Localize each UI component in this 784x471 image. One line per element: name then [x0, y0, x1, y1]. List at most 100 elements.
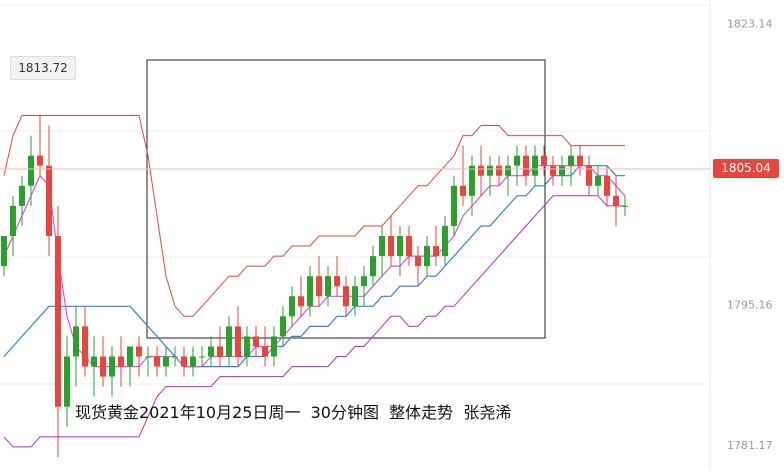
candle-body — [532, 155, 538, 176]
highlight-box — [146, 59, 546, 339]
candle-body — [487, 165, 493, 176]
candle — [226, 316, 232, 367]
candle — [19, 175, 25, 226]
candle — [208, 336, 214, 367]
candle — [361, 266, 367, 307]
candle-body — [316, 276, 322, 297]
candle-body — [154, 356, 160, 367]
candle — [505, 155, 511, 196]
candle — [370, 246, 376, 287]
candle — [1, 236, 7, 277]
candle — [127, 346, 133, 387]
candle-body — [415, 256, 421, 267]
candle-body — [271, 336, 277, 357]
candle — [541, 145, 547, 176]
candle-body — [82, 326, 88, 367]
candle-body — [406, 236, 412, 257]
candle-body — [352, 286, 358, 307]
candle — [352, 276, 358, 317]
candle — [424, 236, 430, 277]
candle-body — [235, 326, 241, 357]
candle-body — [460, 185, 466, 196]
candle-body — [505, 165, 511, 176]
candle — [514, 145, 520, 186]
candle — [325, 266, 331, 307]
candles — [1, 115, 628, 457]
candle — [595, 165, 601, 196]
candle — [397, 225, 403, 277]
candle — [10, 195, 16, 257]
candle — [217, 326, 223, 367]
candle-body — [37, 155, 43, 166]
candle — [118, 336, 124, 387]
ma-slow-line — [3, 165, 625, 368]
y-tick-label: 1823.14 — [727, 18, 773, 31]
candle-body — [577, 155, 583, 166]
candle-body — [262, 346, 268, 357]
candle-body — [595, 175, 601, 186]
candle — [46, 125, 52, 257]
high-price-callout: 1813.72 — [10, 56, 76, 80]
candle-body — [208, 346, 214, 357]
candle-body — [433, 246, 439, 257]
candle — [145, 346, 151, 377]
candle-body — [55, 236, 61, 407]
candle — [343, 276, 349, 317]
candle — [388, 215, 394, 267]
ma-fast-line — [3, 165, 626, 368]
candle — [622, 195, 628, 216]
candle-body — [424, 246, 430, 267]
candle — [64, 336, 70, 427]
candle — [559, 155, 565, 186]
candle — [298, 276, 304, 317]
candle-body — [73, 326, 79, 357]
candle-body — [199, 356, 205, 358]
candle — [37, 115, 43, 176]
candle — [181, 346, 187, 377]
candle-body — [478, 165, 484, 176]
candle-body — [397, 236, 403, 257]
candle — [262, 326, 268, 367]
candle-body — [100, 356, 106, 377]
candle-body — [613, 195, 619, 206]
candle-body — [568, 155, 574, 166]
candle-body — [172, 356, 178, 358]
candle — [550, 155, 556, 186]
candle — [289, 286, 295, 327]
candle-body — [46, 165, 52, 237]
candle-body — [388, 236, 394, 257]
candle-body — [325, 276, 331, 297]
candle-body — [28, 155, 34, 186]
candle — [73, 306, 79, 387]
candle-body — [361, 276, 367, 287]
candle — [82, 306, 88, 377]
candle-body — [469, 165, 475, 196]
candle — [100, 336, 106, 387]
candle-body — [289, 296, 295, 317]
candle — [433, 225, 439, 267]
candle — [109, 346, 115, 397]
candle-body — [19, 185, 25, 206]
candle-body — [145, 356, 151, 358]
candle-body — [190, 356, 196, 367]
candle-body — [109, 356, 115, 377]
candle — [190, 346, 196, 377]
candle — [460, 145, 466, 206]
candle — [136, 336, 142, 377]
candle — [496, 155, 502, 186]
current-price-tag: 1805.04 — [713, 159, 779, 178]
candle — [334, 256, 340, 297]
candle — [379, 225, 385, 277]
candle-body — [604, 175, 610, 196]
candle-body — [379, 236, 385, 257]
candle — [235, 306, 241, 367]
candle-body — [244, 336, 250, 357]
candle-body — [1, 236, 7, 267]
candle — [586, 155, 592, 196]
candle-body — [217, 346, 223, 357]
candle-body — [451, 185, 457, 226]
candle — [163, 346, 169, 377]
candle — [415, 246, 421, 287]
candle-body — [298, 296, 304, 307]
